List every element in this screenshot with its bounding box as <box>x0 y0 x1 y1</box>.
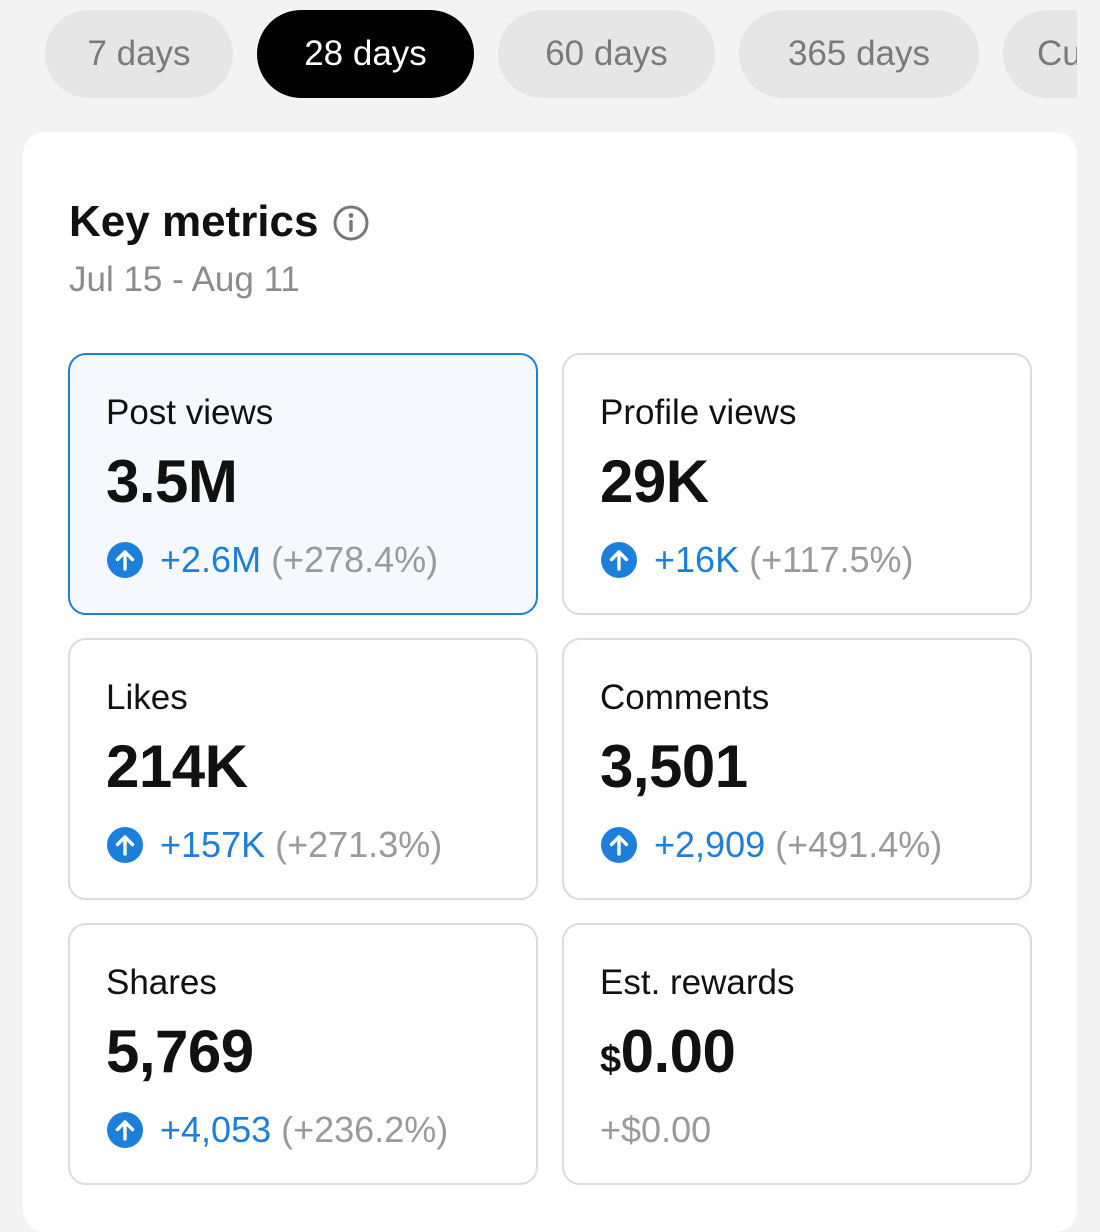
page-title: Key metrics <box>69 197 319 246</box>
metric-label: Post views <box>106 393 274 432</box>
metric-delta: +4,053 (+236.2%) <box>106 1109 448 1151</box>
tab-365-days[interactable]: 365 days <box>739 10 979 98</box>
delta-percent: (+491.4%) <box>775 824 943 865</box>
metric-value: 3.5M <box>106 448 238 515</box>
metric-value: 29K <box>600 448 709 515</box>
delta-absolute: +$0.00 <box>600 1109 712 1150</box>
metric-amount: 0.00 <box>620 1018 736 1085</box>
time-range-tabs: 7 days 28 days 60 days 365 days Cu <box>45 10 1077 98</box>
metric-value: 3,501 <box>600 733 748 800</box>
arrow-up-circle-icon <box>106 541 144 579</box>
delta-percent: (+278.4%) <box>271 539 439 580</box>
metric-card-likes[interactable]: Likes 214K +157K (+271.3%) <box>68 638 538 900</box>
arrow-up-circle-icon <box>106 1111 144 1149</box>
delta-absolute: +16K <box>654 539 740 580</box>
metric-card-post-views[interactable]: Post views 3.5M +2.6M (+278.4%) <box>68 353 538 615</box>
delta-absolute: +4,053 <box>160 1109 272 1150</box>
tab-28-days[interactable]: 28 days <box>257 10 474 98</box>
metric-label: Est. rewards <box>600 963 795 1002</box>
metric-delta: +2.6M (+278.4%) <box>106 539 438 581</box>
metric-label: Likes <box>106 678 188 717</box>
arrow-up-circle-icon <box>600 541 638 579</box>
metric-delta: +16K (+117.5%) <box>600 539 914 581</box>
delta-absolute: +2,909 <box>654 824 766 865</box>
metric-card-profile-views[interactable]: Profile views 29K +16K (+117.5%) <box>562 353 1032 615</box>
metric-label: Profile views <box>600 393 797 432</box>
metric-label: Comments <box>600 678 770 717</box>
date-range: Jul 15 - Aug 11 <box>69 260 300 299</box>
delta-percent: (+271.3%) <box>275 824 443 865</box>
metric-value: 5,769 <box>106 1018 254 1085</box>
metric-card-comments[interactable]: Comments 3,501 +2,909 (+491.4%) <box>562 638 1032 900</box>
metric-delta: +2,909 (+491.4%) <box>600 824 942 866</box>
metric-value: 214K <box>106 733 248 800</box>
arrow-up-circle-icon <box>106 826 144 864</box>
arrow-up-circle-icon <box>600 826 638 864</box>
info-icon[interactable] <box>332 204 370 242</box>
key-metrics-card: Key metrics Jul 15 - Aug 11 Post views 3… <box>23 132 1077 1232</box>
title-row: Key metrics <box>69 194 370 250</box>
metric-value: $0.00 <box>600 1017 736 1086</box>
metric-label: Shares <box>106 963 217 1002</box>
tab-60-days[interactable]: 60 days <box>498 10 715 98</box>
currency-symbol: $ <box>600 1039 621 1081</box>
tab-custom[interactable]: Cu <box>1003 10 1077 98</box>
delta-percent: (+117.5%) <box>749 539 914 580</box>
delta-absolute: +2.6M <box>160 539 262 580</box>
metric-delta: +$0.00 <box>600 1109 711 1151</box>
delta-absolute: +157K <box>160 824 266 865</box>
tab-7-days[interactable]: 7 days <box>45 10 233 98</box>
metric-delta: +157K (+271.3%) <box>106 824 442 866</box>
delta-percent: (+236.2%) <box>281 1109 449 1150</box>
metric-card-est-rewards[interactable]: Est. rewards $0.00 +$0.00 <box>562 923 1032 1185</box>
metric-card-shares[interactable]: Shares 5,769 +4,053 (+236.2%) <box>68 923 538 1185</box>
